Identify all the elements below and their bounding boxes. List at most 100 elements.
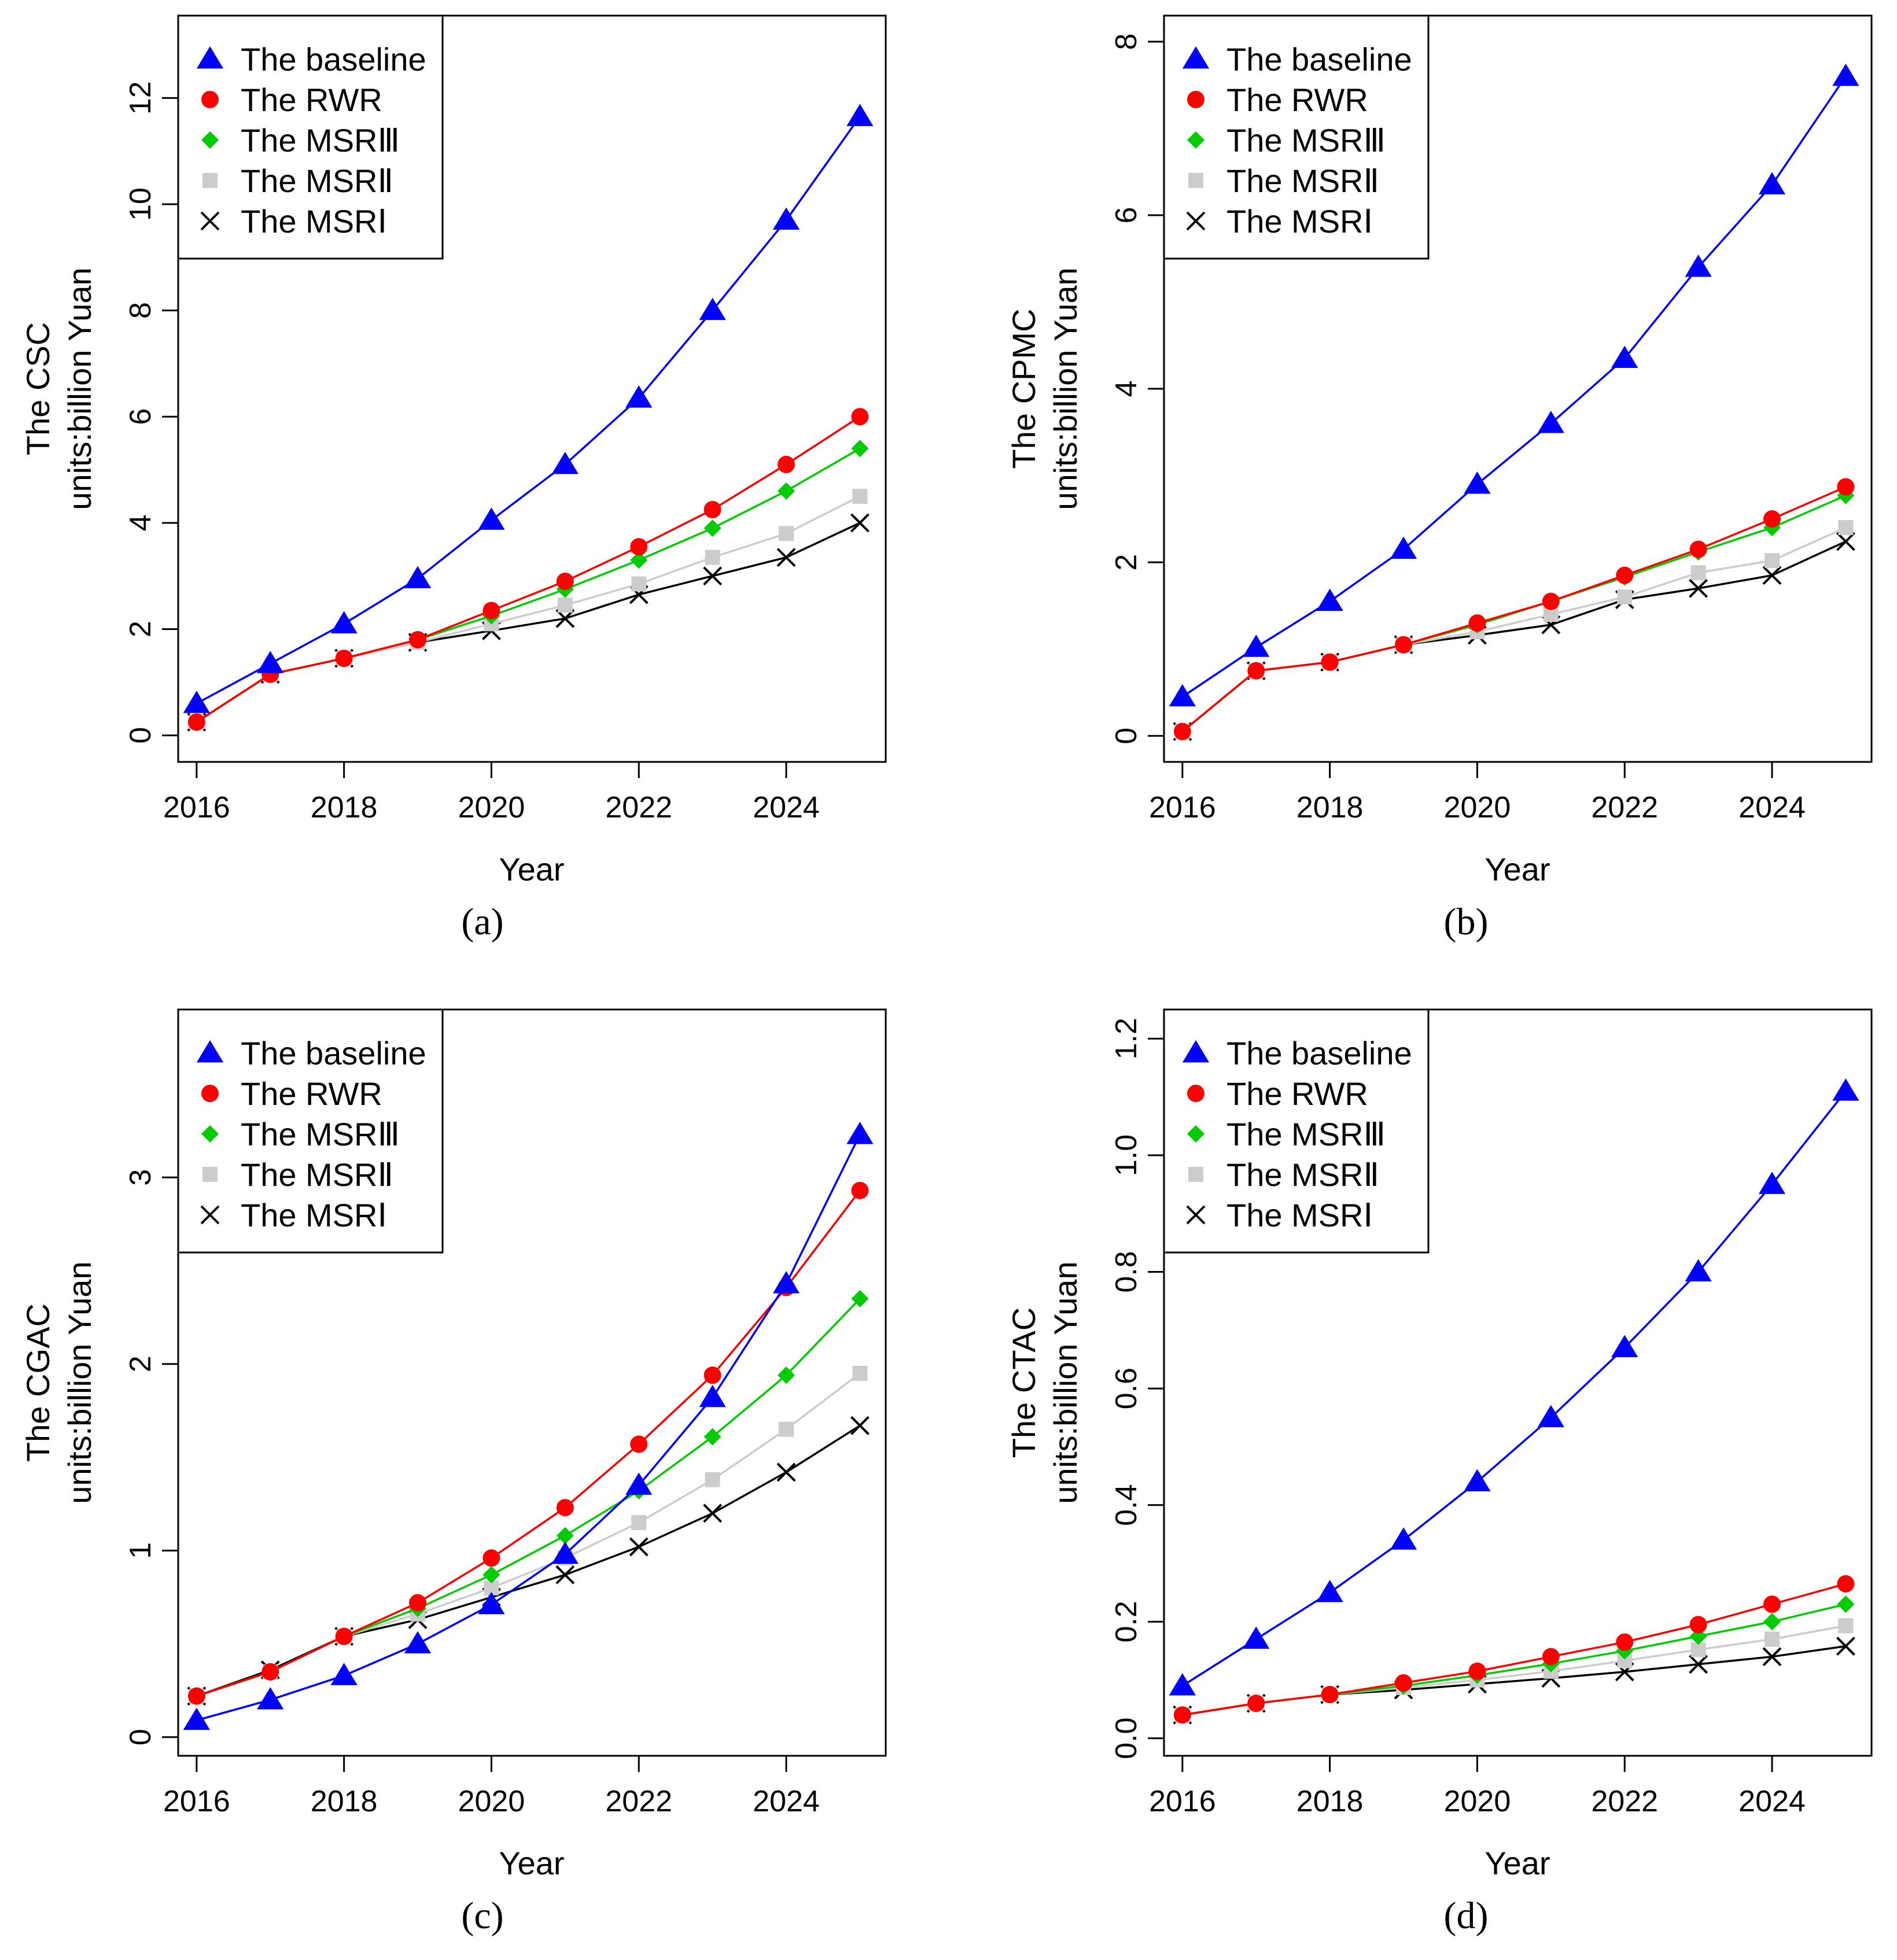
legend-label-rwr: The RWR	[1226, 1075, 1368, 1112]
series-line-msr2	[196, 1372, 861, 1697]
data-point-msr3	[851, 1290, 869, 1307]
data-point-msr2	[631, 576, 647, 592]
data-point-baseline	[699, 1384, 726, 1408]
x-tick-label: 2022	[605, 791, 672, 824]
data-point-rwr	[778, 455, 795, 473]
legend-marker-msr2	[1188, 173, 1203, 188]
y-tick-label: 8	[1110, 34, 1143, 50]
data-point-rwr	[482, 1549, 500, 1567]
legend-marker-msr3	[201, 1125, 219, 1143]
legend-label-baseline: The baseline	[1226, 41, 1412, 78]
data-point-rwr	[1247, 662, 1265, 680]
legend-marker-rwr	[201, 1085, 219, 1102]
data-point-rwr	[1542, 592, 1560, 610]
caption-letter: c	[474, 1895, 491, 1937]
data-point-msr3	[1837, 1595, 1855, 1613]
data-point-rwr	[630, 538, 648, 556]
y-tick-label: 2	[124, 621, 157, 638]
data-point-baseline	[772, 1271, 800, 1294]
legend-label-msr1: The MSRⅠ	[241, 203, 387, 240]
series-line-msr1	[196, 1424, 861, 1697]
legend: The baseline The RWR The MSRⅢ The MSRⅡ The M…	[177, 14, 444, 260]
data-point-baseline	[257, 651, 284, 673]
legend-marker-rwr	[201, 91, 219, 108]
legend-items: The baseline The RWR The MSRⅢ The MSRⅡ The M…	[1182, 1035, 1412, 1233]
y-tick-label: 12	[124, 81, 157, 115]
x-tick-label: 2018	[1296, 1785, 1364, 1818]
data-point-baseline	[1537, 411, 1564, 433]
data-point-rwr	[1689, 540, 1707, 558]
x-tick-label: 2024	[753, 1785, 820, 1818]
series-line-msr1	[196, 522, 861, 723]
data-point-baseline	[1832, 64, 1859, 86]
data-point-baseline	[551, 451, 579, 474]
legend-label-baseline: The baseline	[241, 41, 426, 78]
data-point-msr2	[557, 598, 573, 613]
legend-label-msr2: The MSRⅡ	[241, 1156, 393, 1193]
x-tick-label: 2024	[1738, 791, 1806, 824]
data-point-msr1	[850, 513, 870, 533]
data-point-msr3	[556, 1527, 574, 1545]
data-point-baseline	[1832, 1078, 1859, 1101]
y-tick-label: 0.4	[1110, 1484, 1143, 1526]
data-point-rwr	[187, 713, 205, 731]
legend-label-msr3: The MSRⅢ	[1226, 122, 1386, 159]
y-tick-label: 6	[124, 408, 157, 425]
x-tick-label: 2022	[1591, 791, 1658, 824]
legend-label-msr1: The MSRⅠ	[1226, 1197, 1373, 1233]
x-tick-label: 2020	[458, 1785, 525, 1818]
legend-marker-msr2	[202, 173, 218, 188]
legend-label-rwr: The RWR	[241, 82, 382, 118]
data-point-rwr	[851, 408, 869, 426]
data-point-baseline	[1243, 1626, 1270, 1649]
data-point-rwr	[335, 649, 353, 667]
data-point-msr3	[630, 551, 648, 569]
panel-caption: (a)	[461, 901, 503, 943]
data-point-baseline	[1464, 1469, 1491, 1491]
data-point-baseline	[551, 1541, 579, 1564]
data-point-msr1	[555, 1565, 575, 1585]
axis-layer: 2016 2018 2020 2022 2024 0.0 0.2 0.4 0.6 0.8 1.0 1.…	[1110, 1018, 1806, 1818]
x-tick-label: 2018	[1296, 791, 1364, 824]
data-point-msr3	[482, 1566, 500, 1584]
x-axis-label: Year	[499, 851, 564, 887]
y-tick-label: 2	[1110, 554, 1143, 571]
y-axis-label: The CPMC	[1005, 309, 1042, 469]
legend-marker-msr1	[1186, 1205, 1206, 1225]
data-point-rwr	[187, 1687, 205, 1705]
legend-marker-msr3	[1187, 1125, 1204, 1143]
y-tick-label: 4	[124, 514, 157, 531]
data-point-msr2	[779, 1421, 794, 1437]
data-point-msr2	[1838, 1618, 1854, 1634]
plot-frame	[177, 14, 887, 763]
y-tick-label: 1	[124, 1542, 157, 1559]
data-point-rwr	[1173, 723, 1191, 740]
y-tick-label: 0	[1110, 728, 1143, 745]
series-line-msr1	[1181, 540, 1847, 732]
legend-marker-msr2	[202, 1167, 218, 1182]
legend-box	[177, 14, 444, 260]
data-point-rwr	[1395, 1674, 1413, 1692]
data-point-msr1	[703, 566, 723, 586]
data-point-msr2	[1765, 553, 1780, 568]
axis-layer: 2016 2018 2020 2022 2024 0 2 4 6 8	[1110, 34, 1806, 824]
legend-label-msr2: The MSRⅡ	[1226, 163, 1379, 199]
data-point-msr1	[1689, 1655, 1708, 1674]
legend: The baseline The RWR The MSRⅢ The MSRⅡ The M…	[177, 1008, 444, 1254]
data-point-msr2	[1690, 565, 1706, 580]
data-point-rwr	[703, 500, 721, 518]
data-point-msr1	[1762, 566, 1782, 585]
data-point-baseline	[846, 104, 874, 126]
data-point-rwr	[1468, 614, 1486, 632]
data-point-baseline	[1611, 1335, 1638, 1358]
data-point-rwr	[851, 1181, 869, 1199]
y-tick-label: 3	[124, 1169, 157, 1186]
x-tick-label: 2016	[1149, 1785, 1216, 1818]
data-point-rwr	[630, 1435, 648, 1453]
y-tick-label: 8	[124, 302, 157, 319]
data-point-rwr	[1763, 510, 1781, 528]
series-line-msr3	[196, 1298, 861, 1697]
legend-marker-msr1	[200, 211, 220, 231]
legend-marker-msr1	[200, 1205, 220, 1225]
legend-marker-rwr	[1187, 91, 1204, 108]
